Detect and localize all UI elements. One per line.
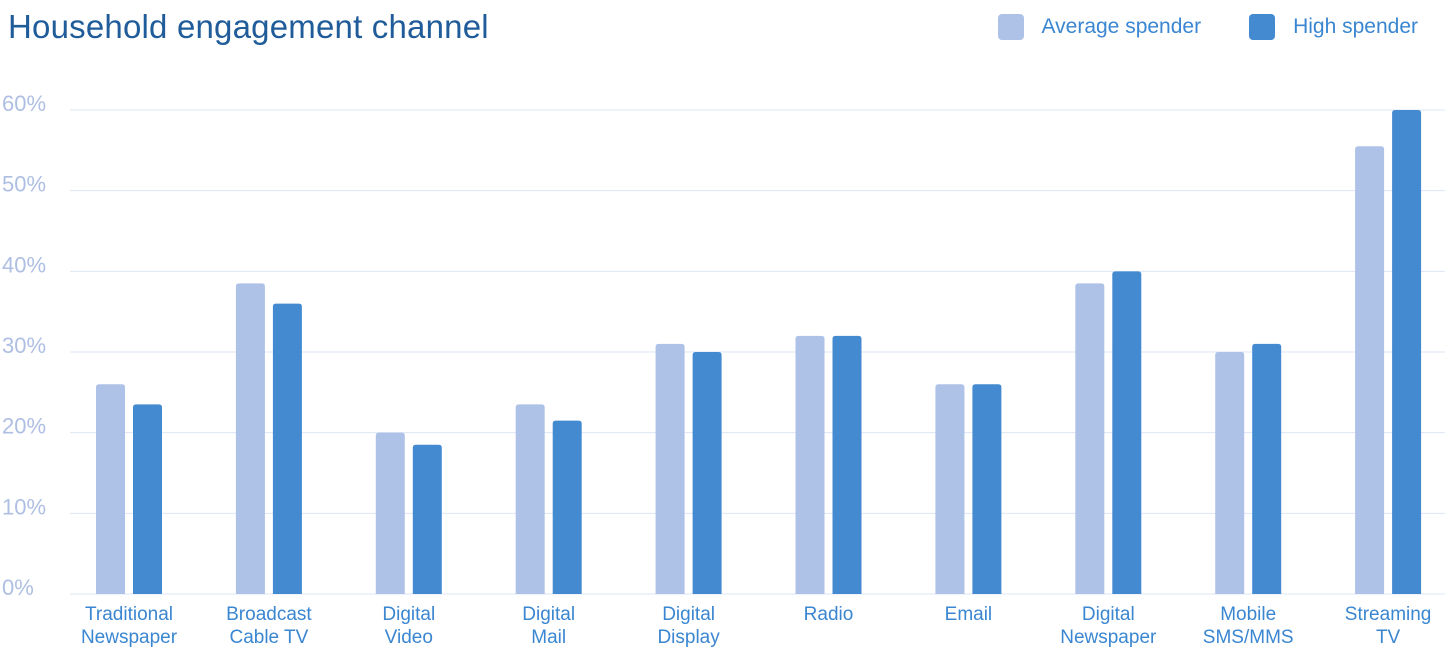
legend-item-high-spender: High spender — [1249, 14, 1418, 40]
bar-average-spender — [795, 335, 825, 594]
bar-high-spender — [412, 444, 442, 594]
bar-average-spender — [96, 384, 125, 594]
y-tick-label: 60% — [2, 91, 46, 116]
bar-average-spender — [1215, 352, 1245, 594]
x-category-label: Digital Newspaper — [1060, 604, 1157, 648]
legend-item-average-spender: Average spender — [997, 14, 1202, 40]
bar-average-spender — [935, 384, 965, 594]
bar-high-spender — [133, 404, 162, 594]
bar-high-spender — [832, 335, 862, 594]
y-tick-label: 40% — [2, 252, 46, 277]
legend-swatch-average-spender — [997, 14, 1024, 40]
bar-high-spender — [272, 303, 302, 594]
legend-label-average-spender: Average spender — [1041, 15, 1202, 38]
x-category-label: Broadcast Cable TV — [226, 604, 312, 648]
x-category-label: Email — [945, 604, 993, 625]
chart-title: Household engagement channel — [8, 8, 489, 45]
y-tick-label: 10% — [2, 494, 46, 519]
bar-average-spender — [515, 404, 545, 594]
y-tick-label: 50% — [2, 172, 46, 197]
x-category-label: Digital Mail — [522, 604, 575, 648]
legend-swatch-high-spender — [1249, 14, 1276, 40]
x-category-label: Digital Video — [382, 604, 435, 648]
x-category-label: Digital Display — [657, 604, 720, 648]
bar-high-spender — [692, 352, 722, 594]
legend-label-high-spender: High spender — [1293, 15, 1418, 38]
bar-average-spender — [1355, 146, 1385, 595]
bar-high-spender — [1112, 271, 1142, 594]
legend: Average spender High spender — [997, 14, 1418, 40]
x-category-label: Traditional Newspaper — [81, 604, 178, 648]
x-category-label: Streaming TV — [1345, 604, 1432, 648]
y-tick-label: 0% — [2, 575, 34, 600]
bar-average-spender — [375, 432, 405, 594]
bar-average-spender — [235, 283, 265, 594]
x-category-label: Radio — [804, 604, 854, 625]
bar-high-spender — [552, 420, 582, 594]
bar-high-spender — [1392, 110, 1422, 594]
x-category-label: Mobile SMS/MMS — [1203, 604, 1294, 648]
bar-average-spender — [655, 343, 685, 594]
y-tick-label: 20% — [2, 414, 46, 439]
y-tick-label: 30% — [2, 333, 46, 358]
bar-high-spender — [972, 384, 1002, 594]
bar-high-spender — [1252, 343, 1282, 594]
bar-average-spender — [1075, 283, 1105, 594]
